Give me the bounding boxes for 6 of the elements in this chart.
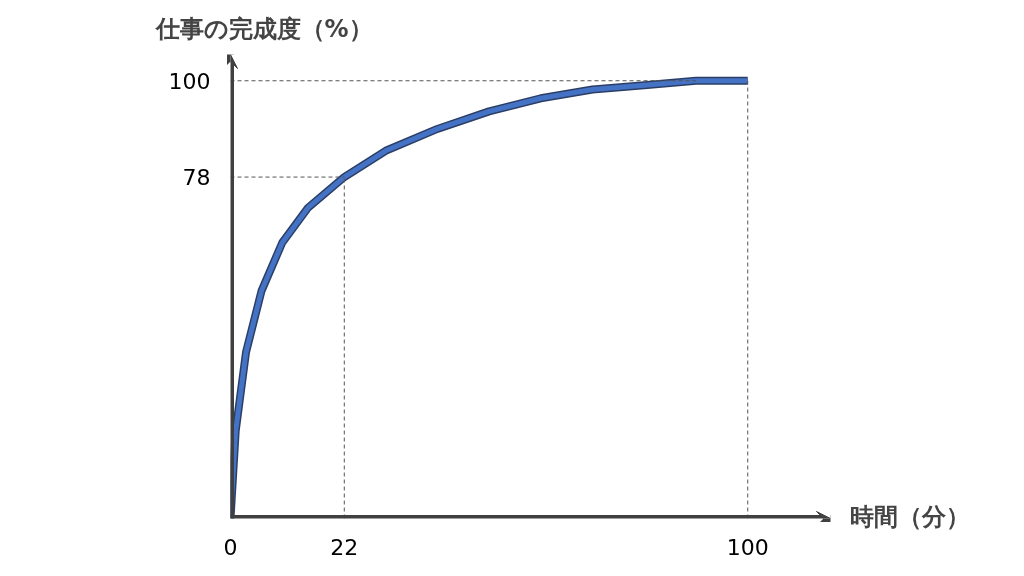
x-tick-label: 100 (726, 534, 769, 560)
x-tick-label: 22 (330, 534, 359, 560)
x-axis-title: 時間（分） (850, 502, 970, 533)
y-tick-label: 78 (182, 165, 211, 191)
y-axis-title: 仕事の完成度（%） (154, 14, 373, 43)
x-tick-label: 0 (223, 534, 238, 560)
